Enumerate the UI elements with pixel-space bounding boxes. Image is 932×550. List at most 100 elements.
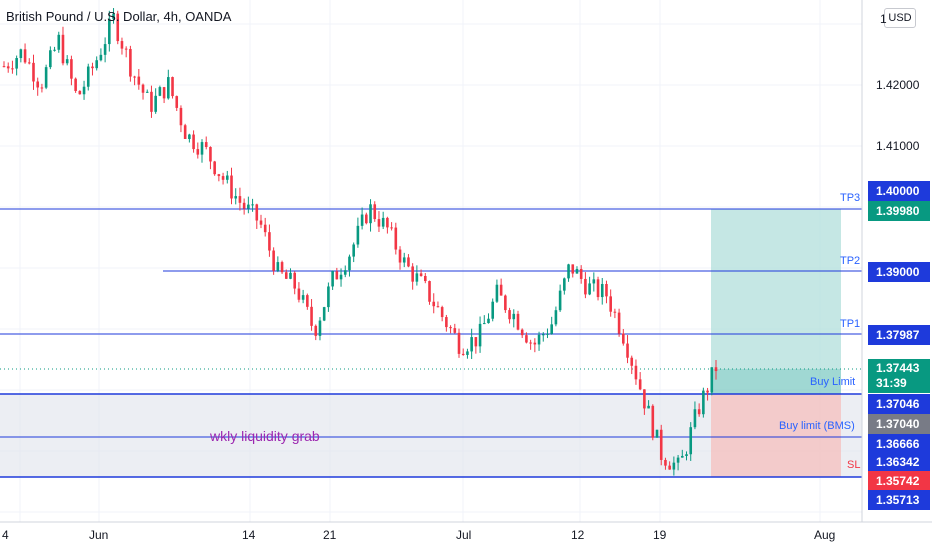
candle-body <box>398 249 402 263</box>
badge-1-36342: 1.36342 <box>868 452 930 472</box>
candle-body <box>116 13 120 42</box>
candle-body <box>449 327 452 329</box>
candle-body <box>693 409 697 428</box>
candle-body <box>183 125 187 139</box>
candle-body <box>453 328 457 333</box>
time-tick-jul: Jul <box>456 528 472 542</box>
candle-body <box>676 457 680 463</box>
candle-body <box>171 77 174 97</box>
candle-body <box>343 270 347 275</box>
candle-body <box>407 257 410 267</box>
candle-body <box>188 134 191 139</box>
horizontal-level-lines <box>0 208 862 478</box>
candle-body <box>230 175 233 199</box>
candle-body <box>411 266 414 282</box>
candle-body <box>592 279 596 284</box>
candle-body <box>356 225 360 245</box>
candle-body <box>36 81 40 88</box>
candle-body <box>196 149 200 155</box>
candle-body <box>470 337 473 352</box>
candle-body <box>381 217 385 227</box>
candle-body <box>575 268 579 274</box>
candle-body <box>65 59 69 64</box>
candle-body <box>634 365 638 380</box>
candle-body <box>150 91 153 112</box>
candle-body <box>474 337 478 347</box>
candle-body <box>314 325 318 336</box>
candle-body <box>622 333 625 344</box>
candle-body <box>360 214 364 226</box>
candle-body <box>61 34 65 64</box>
candle-body <box>529 342 532 344</box>
candle-body <box>145 91 149 93</box>
candle-body <box>242 202 246 209</box>
candle-body <box>651 405 655 438</box>
badge-sl: 1.35742 <box>868 471 930 491</box>
candle-body <box>310 306 313 326</box>
candle-body <box>584 278 587 295</box>
candle-body <box>6 66 10 69</box>
price-tick-1-41000: 1.41000 <box>876 139 920 153</box>
candle-body <box>108 18 111 45</box>
candle-body <box>247 204 250 209</box>
candle-body <box>373 204 377 220</box>
candle-body <box>563 278 566 291</box>
candle-body <box>504 295 507 311</box>
candle-body <box>605 283 608 297</box>
candle-body <box>596 279 600 298</box>
candle-body <box>339 274 343 280</box>
candle-body <box>710 367 714 393</box>
candle-body <box>124 48 128 50</box>
label-tp1: TP1 <box>840 318 861 330</box>
label-tp2: TP2 <box>840 255 861 267</box>
candle-body <box>301 295 305 300</box>
candle-body <box>200 142 204 155</box>
candle-body <box>19 49 23 59</box>
time-tick-12: 12 <box>571 528 585 542</box>
candle-body <box>129 48 132 77</box>
candle-body <box>541 334 545 336</box>
candle-body <box>659 429 663 460</box>
time-tick-21: 21 <box>323 528 337 542</box>
candle-body <box>579 268 583 279</box>
candle-body <box>432 301 436 307</box>
candle-body <box>630 357 634 366</box>
candle-body <box>331 271 334 287</box>
candle-body <box>141 84 145 93</box>
candle-body <box>263 224 267 233</box>
label-tp3: TP3 <box>840 192 861 204</box>
candle-body <box>348 256 351 271</box>
candle-body <box>491 301 495 319</box>
candle-body <box>209 147 212 162</box>
candle-body <box>167 77 170 99</box>
time-tick-19: 19 <box>653 528 667 542</box>
candle-body <box>377 219 381 227</box>
candle-body <box>272 250 275 271</box>
candle-body <box>276 262 280 271</box>
chart-title: British Pound / U.S. Dollar, 4h, OANDA <box>6 9 232 24</box>
candle-body <box>15 58 18 69</box>
candle-countdown: 31:39 <box>876 376 907 390</box>
candle-body <box>512 313 516 320</box>
candle-body <box>697 409 701 415</box>
candle-body <box>537 334 541 345</box>
candle-body <box>487 318 490 324</box>
candle-body <box>647 405 650 409</box>
candle-body <box>419 273 423 276</box>
candle-body <box>445 317 448 328</box>
candle-body <box>70 59 73 79</box>
label-buy-limit-bms: Buy limit (BMS) <box>779 420 855 432</box>
label-buy-limit: Buy Limit <box>810 376 856 388</box>
currency-button[interactable]: USD <box>884 8 916 28</box>
candle-body <box>293 272 296 289</box>
candle-body <box>482 323 486 325</box>
candles-group <box>2 8 718 476</box>
time-tick-aug: Aug <box>814 528 836 542</box>
candle-body <box>588 283 591 295</box>
badge-1-40000: 1.40000 <box>868 181 930 201</box>
candle-body <box>322 307 326 321</box>
candle-body <box>82 86 86 95</box>
candle-body <box>689 427 693 455</box>
candle-body <box>204 142 208 148</box>
